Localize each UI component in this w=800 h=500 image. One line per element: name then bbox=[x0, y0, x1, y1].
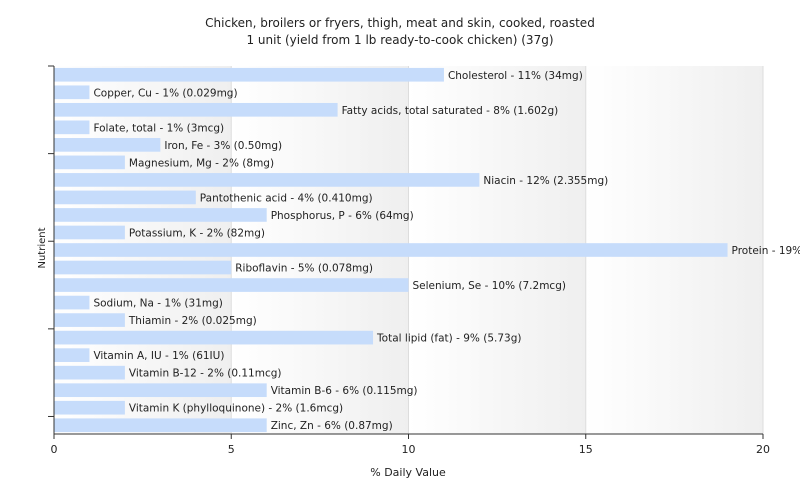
bar-data-label: Cholesterol - 11% (34mg) bbox=[448, 70, 583, 82]
bar-data-label: Vitamin B-12 - 2% (0.11mcg) bbox=[129, 368, 282, 380]
bar-data-label: Fatty acids, total saturated - 8% (1.602… bbox=[342, 105, 559, 117]
bar-data-label: Magnesium, Mg - 2% (8mg) bbox=[129, 157, 274, 169]
bar bbox=[54, 260, 232, 275]
bar bbox=[54, 383, 267, 398]
bar-data-label: Copper, Cu - 1% (0.029mg) bbox=[93, 87, 237, 99]
x-tick-label: 10 bbox=[402, 443, 416, 456]
bar bbox=[54, 278, 409, 292]
bar bbox=[54, 190, 196, 205]
chart-subtitle: 1 unit (yield from 1 lb ready-to-cook ch… bbox=[246, 33, 553, 47]
bar bbox=[54, 243, 728, 257]
bar-data-label: Total lipid (fat) - 9% (5.73g) bbox=[376, 333, 521, 345]
bar-data-label: Vitamin A, IU - 1% (61IU) bbox=[93, 350, 224, 362]
bar bbox=[54, 400, 125, 415]
plot-area: Cholesterol - 11% (34mg) Copper, Cu - 1% … bbox=[48, 65, 800, 456]
bar-data-label: Niacin - 12% (2.355mg) bbox=[483, 175, 608, 187]
bar-data-label: Riboflavin - 5% (0.078mg) bbox=[235, 263, 373, 275]
bar-data-label: Selenium, Se - 10% (7.2mcg) bbox=[413, 280, 566, 292]
y-axis-label: Nutrient bbox=[37, 227, 48, 268]
bar-data-label: Zinc, Zn - 6% (0.87mg) bbox=[271, 420, 393, 432]
bar bbox=[54, 138, 161, 152]
bar bbox=[54, 102, 338, 117]
x-tick-label: 5 bbox=[228, 443, 235, 456]
bar-data-label: Thiamin - 2% (0.025mg) bbox=[128, 315, 257, 327]
x-tick-label: 15 bbox=[579, 443, 593, 456]
bar bbox=[54, 295, 90, 310]
bar bbox=[54, 225, 125, 240]
bar bbox=[54, 173, 480, 187]
bar-data-label: Sodium, Na - 1% (31mg) bbox=[93, 298, 222, 310]
bar bbox=[54, 313, 125, 327]
bar-data-label: Folate, total - 1% (3mcg) bbox=[93, 122, 224, 134]
bar-data-label: Phosphorus, P - 6% (64mg) bbox=[271, 210, 414, 222]
bar bbox=[54, 418, 267, 433]
bar bbox=[54, 365, 125, 380]
x-axis-label: % Daily Value bbox=[370, 466, 446, 479]
bar bbox=[54, 67, 444, 82]
bar bbox=[54, 208, 267, 222]
bar-data-label: Protein - 19% (9.27g) bbox=[732, 245, 800, 257]
bar bbox=[54, 348, 90, 362]
bar bbox=[54, 330, 374, 345]
bar-data-label: Iron, Fe - 3% (0.50mg) bbox=[164, 140, 282, 152]
bar-data-label: Vitamin B-6 - 6% (0.115mg) bbox=[271, 385, 418, 397]
bar-data-label: Potassium, K - 2% (82mg) bbox=[129, 227, 265, 239]
bar-data-label: Vitamin K (phylloquinone) - 2% (1.6mcg) bbox=[129, 403, 343, 415]
chart-title: Chicken, broilers or fryers, thigh, meat… bbox=[205, 16, 595, 30]
x-tick-label: 0 bbox=[51, 443, 58, 456]
bar-data-label: Pantothenic acid - 4% (0.410mg) bbox=[200, 192, 373, 204]
bar bbox=[54, 85, 90, 100]
bar bbox=[54, 120, 90, 135]
x-tick-label: 20 bbox=[756, 443, 770, 456]
bar bbox=[54, 155, 125, 170]
